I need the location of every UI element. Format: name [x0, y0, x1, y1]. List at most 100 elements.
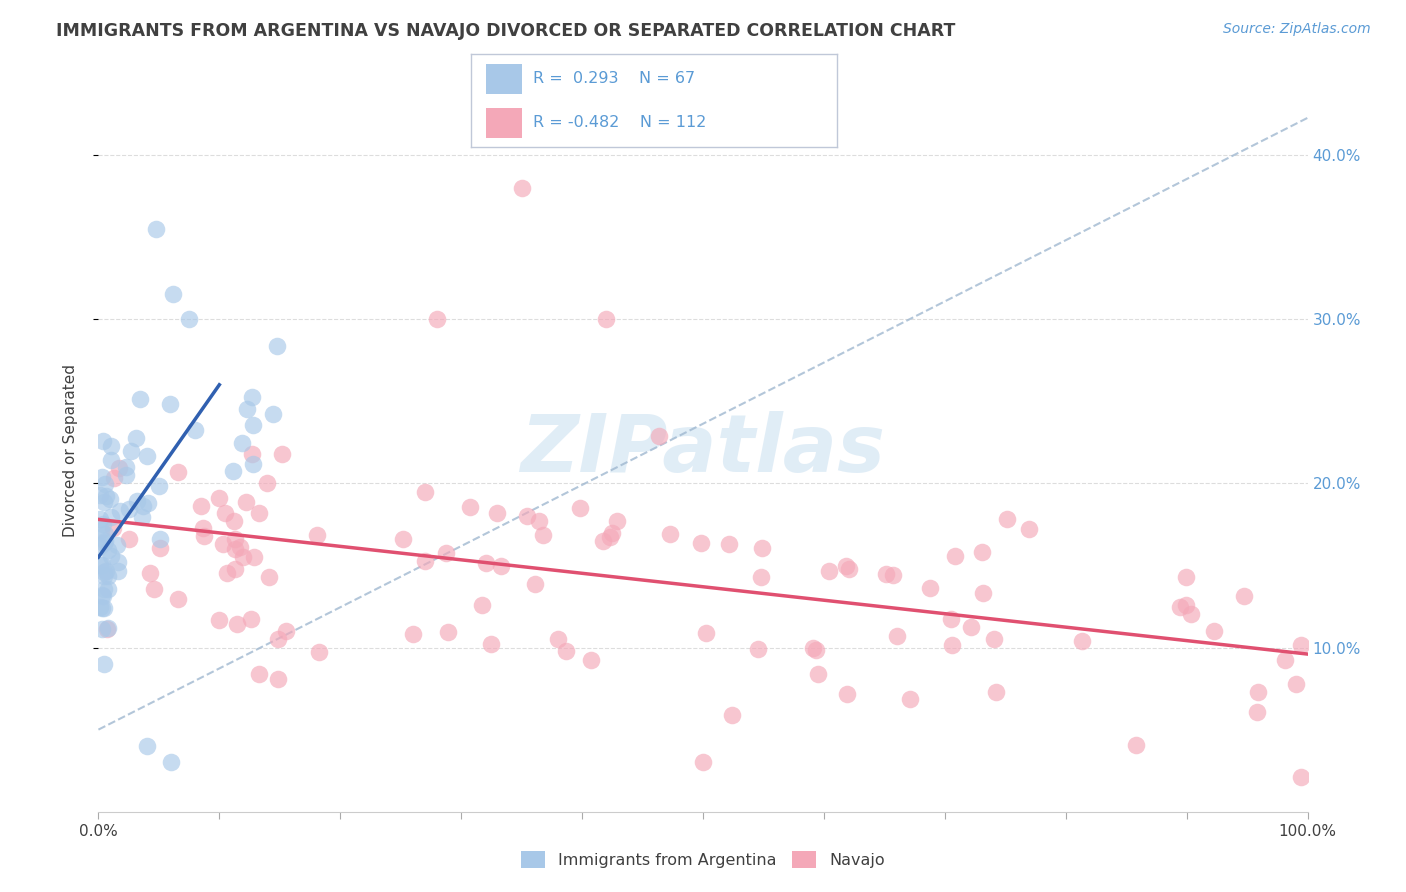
Point: [190, 500, 212, 514]
Point: [972, 545, 994, 559]
Point: [191, 521, 214, 535]
Point: [136, 449, 159, 463]
Point: [93, 657, 115, 671]
Point: [581, 653, 603, 667]
Point: [235, 401, 257, 416]
Point: [243, 549, 266, 564]
Point: [148, 479, 170, 493]
Point: [97, 621, 120, 635]
Point: [267, 673, 290, 687]
Point: [167, 465, 190, 479]
Point: [105, 539, 128, 553]
Point: [125, 493, 148, 508]
Point: [413, 485, 436, 500]
Point: [898, 692, 921, 706]
Point: [221, 464, 243, 478]
Point: [918, 582, 941, 596]
Point: [117, 532, 139, 546]
Point: [89, 511, 111, 525]
Point: [93, 569, 115, 583]
Point: [1285, 676, 1308, 690]
Point: [1168, 600, 1191, 615]
Point: [143, 582, 166, 597]
Point: [179, 312, 201, 326]
Point: [97, 569, 120, 583]
Point: [804, 642, 827, 657]
Point: [875, 567, 897, 582]
Point: [94, 476, 117, 491]
Point: [751, 541, 773, 555]
Point: [184, 423, 207, 437]
Y-axis label: Divorced or Separated: Divorced or Separated: [63, 364, 77, 537]
Point: [240, 447, 263, 461]
Bar: [485, 64, 522, 94]
Point: [1175, 598, 1198, 612]
Text: IMMIGRANTS FROM ARGENTINA VS NAVAJO DIVORCED OR SEPARATED CORRELATION CHART: IMMIGRANTS FROM ARGENTINA VS NAVAJO DIVO…: [56, 22, 956, 40]
Point: [91, 470, 114, 484]
Point: [89, 540, 111, 554]
Point: [100, 509, 122, 524]
Point: [972, 586, 994, 600]
Point: [1289, 638, 1312, 652]
Point: [983, 632, 1005, 647]
Point: [89, 488, 111, 502]
Point: [835, 687, 858, 701]
Point: [120, 444, 142, 458]
Point: [807, 667, 830, 681]
Point: [89, 600, 111, 615]
Point: [242, 457, 264, 471]
Point: [524, 577, 547, 591]
Point: [1246, 705, 1268, 719]
Point: [943, 549, 966, 563]
Point: [941, 638, 963, 652]
Point: [882, 568, 904, 582]
Point: [193, 529, 215, 543]
Point: [458, 500, 481, 515]
Point: [132, 499, 155, 513]
Point: [160, 756, 183, 770]
Point: [107, 564, 129, 578]
Point: [401, 626, 423, 640]
Point: [212, 537, 235, 551]
Point: [471, 598, 494, 612]
Point: [232, 550, 254, 565]
Point: [305, 528, 328, 542]
Point: [100, 439, 122, 453]
Point: [128, 392, 150, 407]
Point: [606, 515, 628, 529]
Point: [159, 397, 181, 411]
Point: [90, 622, 112, 636]
Point: [222, 514, 245, 528]
Point: [818, 565, 841, 579]
Point: [90, 524, 112, 538]
Text: ZIPatlas: ZIPatlas: [520, 411, 886, 490]
Point: [1125, 738, 1147, 752]
Point: [1233, 589, 1256, 603]
Point: [568, 500, 591, 515]
Point: [592, 533, 614, 548]
Point: [555, 643, 578, 657]
Point: [100, 549, 122, 563]
Point: [107, 555, 129, 569]
Point: [108, 503, 131, 517]
Bar: [485, 108, 522, 138]
Point: [247, 507, 270, 521]
Point: [103, 471, 125, 485]
Point: [239, 612, 262, 626]
Point: [692, 756, 714, 770]
Point: [527, 514, 550, 528]
Point: [599, 530, 621, 544]
Point: [720, 708, 742, 723]
Point: [276, 624, 298, 639]
Point: [1175, 570, 1198, 584]
Point: [531, 527, 554, 541]
Point: [941, 612, 963, 626]
Point: [986, 685, 1008, 699]
Point: [94, 565, 117, 579]
Legend: Immigrants from Argentina, Navajo: Immigrants from Argentina, Navajo: [513, 844, 893, 876]
Point: [167, 592, 190, 607]
Point: [100, 453, 122, 467]
Point: [242, 417, 264, 432]
Point: [413, 554, 436, 568]
Point: [718, 537, 741, 551]
